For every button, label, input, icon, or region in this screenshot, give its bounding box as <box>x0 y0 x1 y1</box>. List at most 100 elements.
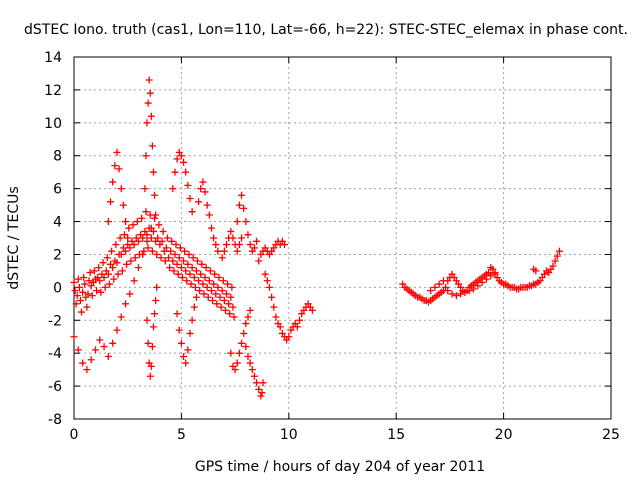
data-point <box>220 297 228 305</box>
data-point <box>186 329 194 337</box>
data-point <box>227 349 235 357</box>
data-point <box>109 339 117 347</box>
data-point <box>250 372 258 380</box>
data-point <box>308 306 316 314</box>
y-tick-label: 2 <box>53 247 62 263</box>
data-point <box>444 287 452 295</box>
x-tick-label: 20 <box>495 427 513 443</box>
data-point <box>189 254 197 262</box>
data-point <box>246 241 254 249</box>
data-point <box>79 359 87 367</box>
data-point <box>126 290 134 298</box>
data-point <box>122 218 130 226</box>
data-point <box>148 142 156 150</box>
data-point <box>96 277 104 285</box>
data-point <box>242 320 250 328</box>
data-point <box>448 290 456 298</box>
data-point <box>188 208 196 216</box>
data-point <box>175 326 183 334</box>
data-point <box>233 359 241 367</box>
data-point <box>196 287 204 295</box>
data-point <box>171 168 179 176</box>
data-point <box>167 247 175 255</box>
data-point <box>465 287 473 295</box>
x-tick-label: 10 <box>280 427 298 443</box>
data-point <box>85 277 93 285</box>
data-point <box>114 270 122 278</box>
data-point <box>268 293 276 301</box>
data-point <box>227 293 235 301</box>
data-point <box>207 224 215 232</box>
data-point <box>177 152 185 160</box>
data-point <box>185 250 193 258</box>
data-point <box>96 336 104 344</box>
data-point <box>210 234 218 242</box>
data-point <box>199 280 207 288</box>
data-point <box>209 297 217 305</box>
data-point <box>177 264 185 272</box>
data-point <box>248 366 256 374</box>
data-point <box>170 267 178 275</box>
data-point <box>240 204 248 212</box>
data-point <box>147 224 155 232</box>
data-point <box>174 270 182 278</box>
data-point <box>126 244 134 252</box>
data-point <box>175 254 183 262</box>
data-point <box>122 300 130 308</box>
data-point <box>172 241 180 249</box>
data-point <box>131 254 139 262</box>
data-point <box>155 221 163 229</box>
data-point <box>281 241 289 249</box>
data-point <box>197 270 205 278</box>
data-point <box>203 201 211 209</box>
data-point <box>171 250 179 258</box>
data-point <box>154 234 162 242</box>
data-point <box>75 283 83 291</box>
y-tick-label: 6 <box>53 182 62 198</box>
data-point <box>83 366 91 374</box>
data-point <box>70 278 78 286</box>
data-point <box>244 313 252 321</box>
data-point <box>231 366 239 374</box>
data-point <box>143 316 151 324</box>
data-point <box>197 185 205 193</box>
data-point <box>169 257 177 265</box>
data-point <box>113 326 121 334</box>
y-tick-label: -4 <box>48 346 62 362</box>
data-point <box>258 389 266 397</box>
data-point <box>487 272 495 280</box>
data-point <box>212 290 220 298</box>
data-point <box>104 352 112 360</box>
data-point <box>221 306 229 314</box>
data-point <box>293 323 301 331</box>
data-point <box>225 300 233 308</box>
data-point <box>265 283 273 291</box>
data-point <box>142 208 150 216</box>
y-tick-label: -8 <box>48 412 62 428</box>
data-point <box>86 269 94 277</box>
data-point <box>100 343 108 351</box>
data-point <box>482 275 490 283</box>
data-point <box>180 257 188 265</box>
data-point <box>144 99 152 107</box>
data-point <box>259 379 267 387</box>
data-point <box>478 278 486 286</box>
data-point <box>435 280 443 288</box>
data-point <box>181 247 189 255</box>
data-point <box>112 241 120 249</box>
data-point <box>457 290 465 298</box>
data-point <box>74 346 82 354</box>
data-point <box>223 241 231 249</box>
data-point <box>120 231 128 239</box>
data-point <box>195 198 203 206</box>
data-point <box>255 257 263 265</box>
data-point <box>118 267 126 275</box>
data-point <box>140 247 148 255</box>
data-point <box>153 250 161 258</box>
data-point <box>188 264 196 272</box>
data-point <box>148 343 156 351</box>
data-point <box>72 300 80 308</box>
data-point <box>152 211 160 219</box>
data-point <box>71 287 79 295</box>
data-points <box>70 76 563 400</box>
